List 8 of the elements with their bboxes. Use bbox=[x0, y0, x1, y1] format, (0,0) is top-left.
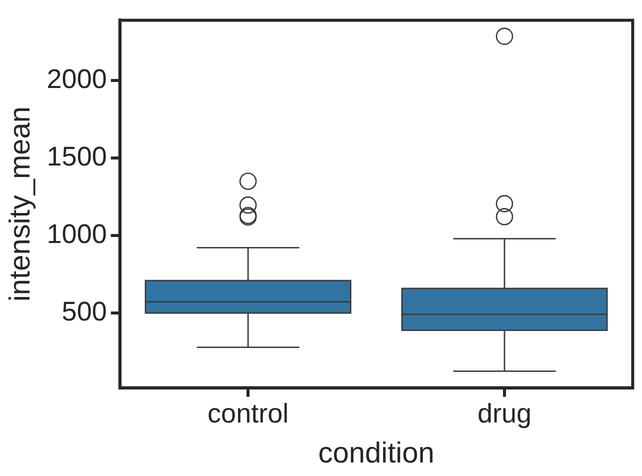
x-tick-label: drug bbox=[477, 398, 532, 428]
y-axis-title: intensity_mean bbox=[4, 106, 36, 302]
y-tick-label: 500 bbox=[62, 296, 107, 327]
y-tick-label: 2000 bbox=[46, 64, 107, 94]
y-tick-label: 1500 bbox=[46, 142, 107, 172]
x-tick-label: control bbox=[208, 398, 289, 428]
x-axis-title: condition bbox=[318, 438, 434, 470]
y-tick-label: 1000 bbox=[46, 219, 107, 250]
